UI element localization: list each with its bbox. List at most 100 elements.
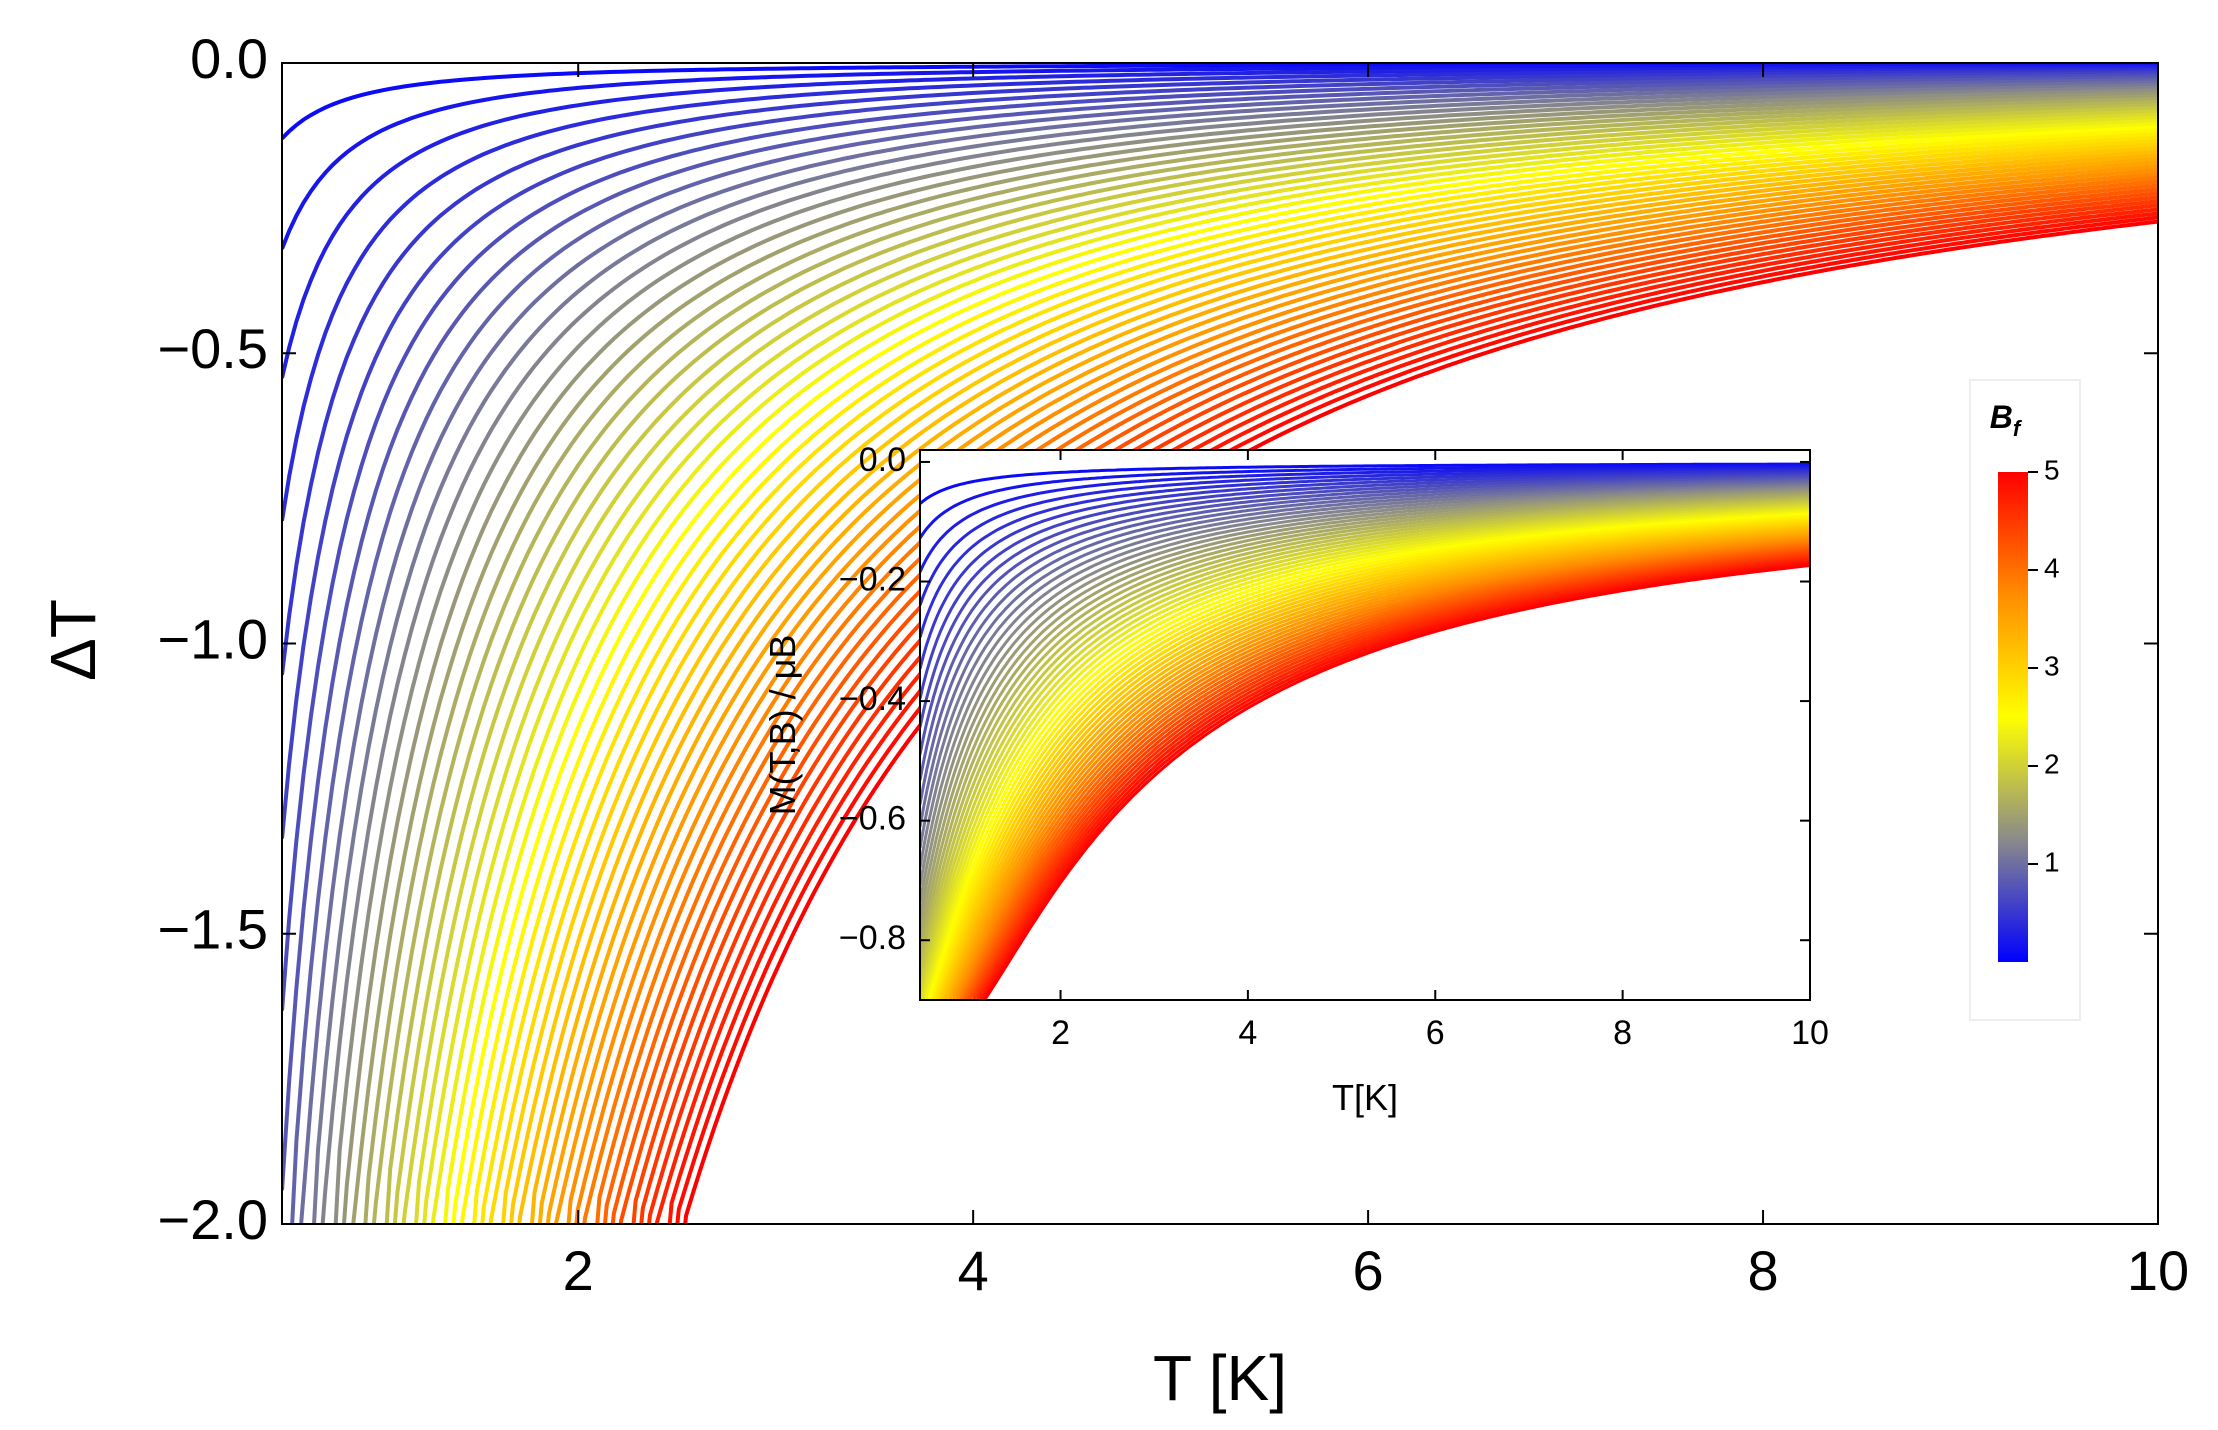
series-line — [941, 524, 1810, 1000]
series-line — [931, 514, 1810, 1000]
colorbar-tick-label: 4 — [2044, 552, 2060, 583]
x-tick-label: 2 — [1051, 1014, 1070, 1052]
main-plot: 2 4 6 8 10 0.0 −0.5 −1.0 −1.5 −2.0 T [K] ΔT — [37, 27, 2189, 1414]
series-line — [962, 543, 1810, 1000]
series-line — [333, 88, 2158, 1224]
y-tick-label: −0.5 — [157, 317, 268, 380]
series-line — [920, 483, 1810, 849]
series-line — [602, 183, 2158, 1224]
series-line — [610, 187, 2158, 1224]
y-tick-label: −0.8 — [839, 919, 906, 957]
series-line — [938, 521, 1810, 1000]
series-line — [948, 531, 1810, 1000]
main-x-axis-label: T [K] — [1153, 1342, 1287, 1414]
series-line — [320, 85, 2158, 1224]
series-line — [574, 172, 2158, 1224]
series-line — [959, 542, 1810, 1000]
series-line — [517, 149, 2158, 1224]
series-line — [509, 146, 2158, 1224]
colorbar-legend: Bf 1 2 3 4 5 — [1969, 379, 2081, 1021]
series-line — [920, 471, 1810, 670]
series-line — [443, 122, 2158, 1224]
inset-y-ticks: 0.0 −0.2 −0.4 −0.6 −0.8 — [839, 441, 1810, 957]
series-line — [920, 504, 1810, 1000]
series-line — [282, 68, 2158, 676]
series-line — [920, 485, 1810, 868]
main-y-ticks: 0.0 −0.5 −1.0 −1.5 −2.0 — [157, 27, 2158, 1251]
series-line — [363, 97, 2158, 1224]
series-line — [554, 164, 2158, 1224]
series-line — [480, 135, 2158, 1224]
inset-y-axis-label: M(T,B) / μB — [762, 635, 803, 816]
series-line — [955, 536, 1810, 1000]
y-tick-label: −1.5 — [157, 898, 268, 961]
series-line — [973, 553, 1810, 1000]
series-line — [920, 492, 1810, 932]
series-line — [282, 71, 2158, 839]
y-tick-label: −0.2 — [839, 561, 906, 599]
series-line — [667, 211, 2158, 1224]
series-line — [924, 507, 1810, 1000]
series-line — [341, 91, 2158, 1224]
x-tick-label: 6 — [1426, 1014, 1445, 1052]
series-line — [384, 103, 2158, 1224]
series-line — [924, 509, 1810, 1000]
series-line — [983, 562, 1810, 1000]
series-line — [371, 100, 2158, 1224]
series-line — [976, 557, 1810, 1000]
series-line — [920, 478, 1810, 781]
series-line — [501, 142, 2158, 1224]
colorbar-ticks: 1 2 3 4 5 — [2028, 454, 2060, 877]
y-tick-label: −0.4 — [839, 680, 906, 718]
series-line — [920, 464, 1810, 539]
main-curves — [282, 63, 2158, 1224]
series-line — [920, 479, 1810, 805]
colorbar-gradient — [1998, 472, 2028, 962]
series-line — [299, 80, 2158, 1224]
series-line — [595, 179, 2158, 1224]
series-line — [945, 528, 1810, 1000]
series-line — [927, 511, 1810, 1000]
series-line — [920, 473, 1810, 700]
series-line — [430, 118, 2158, 1224]
series-line — [920, 493, 1810, 945]
x-tick-label: 8 — [1613, 1014, 1632, 1052]
series-line — [351, 94, 2158, 1224]
series-line — [920, 481, 1810, 828]
inset-frame — [919, 449, 1811, 1001]
series-line — [948, 530, 1810, 1000]
series-line — [972, 552, 1810, 1000]
y-tick-label: −0.6 — [839, 800, 906, 838]
x-tick-label: 6 — [1353, 1239, 1384, 1302]
series-line — [537, 157, 2158, 1224]
x-tick-label: 2 — [563, 1239, 594, 1302]
inset-x-axis-label: T[K] — [1332, 1077, 1398, 1118]
x-tick-label: 8 — [1747, 1239, 1778, 1302]
series-line — [920, 497, 1810, 967]
y-tick-label: −2.0 — [157, 1188, 268, 1251]
colorbar-tick-label: 1 — [2044, 846, 2060, 877]
series-line — [920, 490, 1810, 918]
series-line — [952, 533, 1810, 1000]
series-line — [920, 476, 1810, 755]
series-line — [942, 526, 1810, 1000]
x-tick-label: 4 — [958, 1239, 989, 1302]
series-line — [969, 550, 1810, 1000]
series-line — [282, 73, 2158, 1011]
series-line — [451, 125, 2158, 1224]
y-tick-label: 0.0 — [859, 441, 906, 479]
series-line — [459, 128, 2158, 1224]
series-line — [921, 505, 1810, 1000]
series-line — [414, 112, 2158, 1224]
series-line — [545, 160, 2158, 1224]
inset-plot: 2 4 6 8 10 0.0 −0.2 −0.4 −0.6 −0.8 T[K] M(T,B) /… — [762, 441, 1829, 1118]
colorbar-title: Bf — [1990, 399, 2023, 441]
colorbar-tick-label: 3 — [2044, 650, 2060, 681]
series-line — [931, 516, 1810, 1000]
series-line — [920, 466, 1810, 573]
series-line — [962, 545, 1810, 1000]
series-line — [392, 106, 2158, 1224]
x-tick-label: 10 — [1791, 1014, 1829, 1052]
series-line — [472, 132, 2158, 1224]
series-line — [582, 175, 2158, 1224]
